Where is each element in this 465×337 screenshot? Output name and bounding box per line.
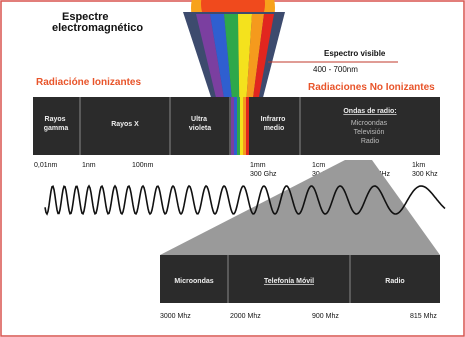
title-line: electromagnético	[52, 22, 143, 34]
visible-range: 400 - 700nm	[313, 65, 358, 74]
band-label: Infrarro medio	[261, 116, 288, 132]
band-line: Ultra	[191, 116, 207, 123]
scale-line: 1cm	[312, 162, 325, 169]
scale-label: 1nm	[82, 162, 96, 169]
strip	[237, 97, 240, 155]
strip	[246, 97, 249, 155]
scale-label: 1mm 300 Ghz	[250, 162, 277, 178]
visible-strip	[231, 97, 249, 155]
band-label: Ultra violeta	[189, 116, 211, 132]
band-label: Ondas de radio:	[343, 108, 396, 115]
dividers	[79, 97, 301, 155]
detail-label: Microondas	[174, 278, 213, 285]
detail-label: Telefonía Móvil	[264, 278, 314, 285]
band-line: violeta	[189, 125, 211, 132]
band-line: Infrarro	[261, 116, 286, 123]
scale-label: 1km 300 Khz	[412, 162, 438, 178]
scale-line: 1nm	[82, 162, 96, 169]
scale-line: 1km	[412, 162, 425, 169]
detail-scale: 2000 Mhz	[230, 313, 261, 320]
scale-label: 0,01nm	[34, 162, 58, 169]
title-line: Espectre	[62, 11, 108, 23]
band-line: medio	[264, 125, 285, 132]
scale-line: 300 Ghz	[250, 171, 277, 178]
strip	[243, 97, 246, 155]
wave	[44, 184, 446, 216]
band-label: Rayos gamma	[44, 116, 69, 132]
band-line: Rayos	[45, 116, 66, 123]
scale-line: 1mm	[250, 162, 266, 169]
zoom-wedge	[160, 160, 440, 255]
scale-label: 100nm	[132, 162, 154, 169]
scale-line: 300 Khz	[412, 171, 438, 178]
band-sub: Televisión	[354, 129, 385, 136]
detail-bar	[160, 255, 440, 303]
band-sub: Radio	[361, 138, 379, 145]
band-sub: Microondas	[351, 120, 388, 127]
scale-line: 100nm	[132, 162, 154, 169]
strip	[240, 97, 243, 155]
band-label: Rayos X	[111, 121, 139, 128]
title: Espectre electromagnético	[52, 11, 143, 34]
band-line: gamma	[44, 125, 69, 132]
detail-scale: 900 Mhz	[312, 313, 339, 320]
group-label: Radiaciones No Ionizantes	[308, 82, 435, 93]
band-sublist: Microondas Televisión Radio	[351, 120, 389, 145]
detail-scale: 3000 Mhz	[160, 313, 191, 320]
group-label: Radiacióne Ionizantes	[36, 77, 141, 88]
strip	[234, 97, 237, 155]
detail-label: Radio	[385, 278, 404, 285]
scale-line: 0,01nm	[34, 162, 58, 169]
strip	[231, 97, 234, 155]
visible-label: Espectro visible	[324, 49, 386, 58]
detail-scale: 815 Mhz	[410, 313, 437, 320]
